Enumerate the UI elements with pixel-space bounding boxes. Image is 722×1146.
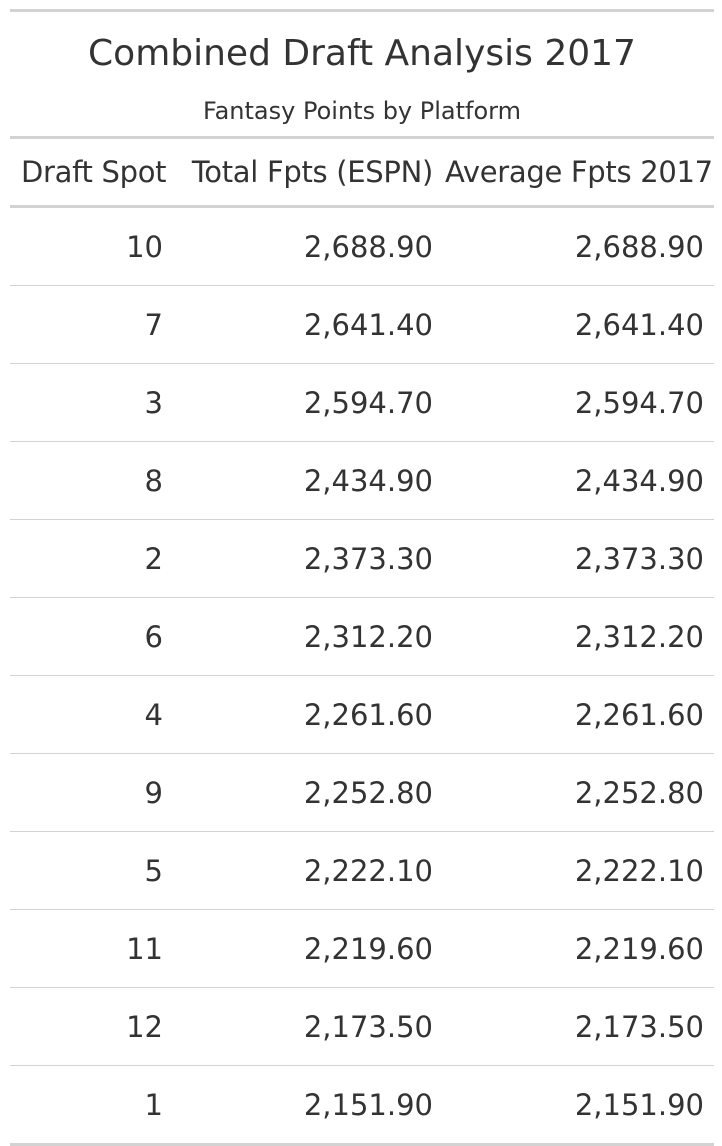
table-body: 10 2,688.90 2,688.90 7 2,641.40 2,641.40 3 2,59… xyxy=(10,206,714,1146)
table-row: 11 2,219.60 2,219.60 xyxy=(10,909,714,988)
total-fpts-cell: 2,594.70 xyxy=(175,363,435,442)
column-header-total-fpts: Total Fpts (ESPN) xyxy=(175,139,435,208)
total-fpts-cell: 2,688.90 xyxy=(175,206,435,286)
total-fpts-cell: 2,434.90 xyxy=(175,441,435,520)
average-fpts-cell: 2,373.30 xyxy=(435,519,714,598)
draft-spot-cell: 8 xyxy=(10,441,175,520)
draft-spot-cell: 11 xyxy=(10,909,175,988)
draft-spot-cell: 2 xyxy=(10,519,175,598)
table-row: 7 2,641.40 2,641.40 xyxy=(10,285,714,364)
average-fpts-cell: 2,219.60 xyxy=(435,909,714,988)
table-subtitle: Fantasy Points by Platform xyxy=(203,97,521,125)
average-fpts-cell: 2,641.40 xyxy=(435,285,714,364)
draft-spot-cell: 7 xyxy=(10,285,175,364)
data-grid: Draft Spot Total Fpts (ESPN) Average Fpt… xyxy=(10,139,714,1146)
total-fpts-cell: 2,222.10 xyxy=(175,831,435,910)
total-fpts-cell: 2,173.50 xyxy=(175,987,435,1066)
total-fpts-cell: 2,373.30 xyxy=(175,519,435,598)
average-fpts-cell: 2,261.60 xyxy=(435,675,714,754)
table-row: 12 2,173.50 2,173.50 xyxy=(10,987,714,1066)
average-fpts-cell: 2,688.90 xyxy=(435,206,714,286)
table-row: 8 2,434.90 2,434.90 xyxy=(10,441,714,520)
column-header-average-fpts: Average Fpts 2017 xyxy=(435,139,714,208)
total-fpts-cell: 2,252.80 xyxy=(175,753,435,832)
total-fpts-cell: 2,261.60 xyxy=(175,675,435,754)
table-title: Combined Draft Analysis 2017 xyxy=(88,33,636,74)
header-row: Draft Spot Total Fpts (ESPN) Average Fpt… xyxy=(10,139,714,208)
average-fpts-cell: 2,173.50 xyxy=(435,987,714,1066)
average-fpts-cell: 2,151.90 xyxy=(435,1065,714,1146)
table-row: 3 2,594.70 2,594.70 xyxy=(10,363,714,442)
total-fpts-cell: 2,641.40 xyxy=(175,285,435,364)
table-row: 4 2,261.60 2,261.60 xyxy=(10,675,714,754)
table-row: 5 2,222.10 2,222.10 xyxy=(10,831,714,910)
total-fpts-cell: 2,312.20 xyxy=(175,597,435,676)
draft-spot-cell: 1 xyxy=(10,1065,175,1146)
draft-spot-cell: 12 xyxy=(10,987,175,1066)
draft-spot-cell: 6 xyxy=(10,597,175,676)
header-rule xyxy=(10,136,714,139)
column-header-draft-spot: Draft Spot xyxy=(10,139,175,208)
table-row: 2 2,373.30 2,373.30 xyxy=(10,519,714,598)
table-row: 1 2,151.90 2,151.90 xyxy=(10,1065,714,1146)
table-row: 10 2,688.90 2,688.90 xyxy=(10,206,714,286)
average-fpts-cell: 2,312.20 xyxy=(435,597,714,676)
table-row: 9 2,252.80 2,252.80 xyxy=(10,753,714,832)
draft-spot-cell: 5 xyxy=(10,831,175,910)
draft-spot-cell: 9 xyxy=(10,753,175,832)
total-fpts-cell: 2,151.90 xyxy=(175,1065,435,1146)
table-row: 6 2,312.20 2,312.20 xyxy=(10,597,714,676)
draft-spot-cell: 3 xyxy=(10,363,175,442)
draft-analysis-table: Combined Draft Analysis 2017 Fantasy Poi… xyxy=(10,9,714,1146)
top-rule xyxy=(10,9,714,12)
average-fpts-cell: 2,222.10 xyxy=(435,831,714,910)
average-fpts-cell: 2,252.80 xyxy=(435,753,714,832)
draft-spot-cell: 4 xyxy=(10,675,175,754)
average-fpts-cell: 2,434.90 xyxy=(435,441,714,520)
draft-spot-cell: 10 xyxy=(10,206,175,286)
total-fpts-cell: 2,219.60 xyxy=(175,909,435,988)
average-fpts-cell: 2,594.70 xyxy=(435,363,714,442)
